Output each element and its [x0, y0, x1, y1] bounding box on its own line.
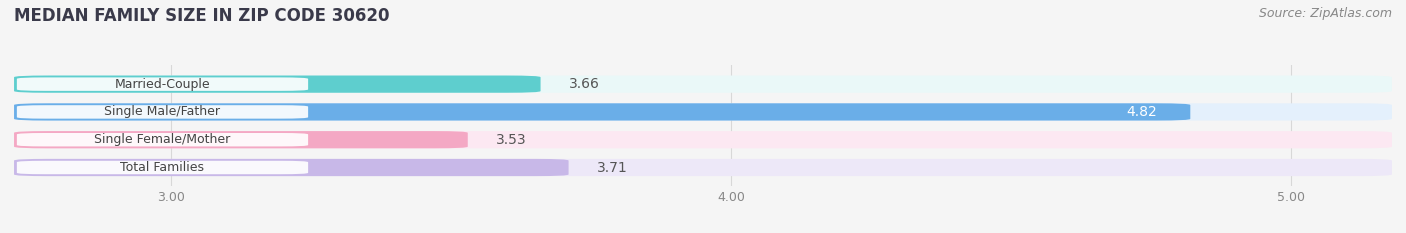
Text: 3.53: 3.53	[496, 133, 526, 147]
Text: MEDIAN FAMILY SIZE IN ZIP CODE 30620: MEDIAN FAMILY SIZE IN ZIP CODE 30620	[14, 7, 389, 25]
Text: Single Male/Father: Single Male/Father	[104, 105, 221, 118]
Text: Total Families: Total Families	[121, 161, 204, 174]
FancyBboxPatch shape	[17, 133, 308, 146]
Text: 3.66: 3.66	[568, 77, 599, 91]
Text: Single Female/Mother: Single Female/Mother	[94, 133, 231, 146]
Text: Source: ZipAtlas.com: Source: ZipAtlas.com	[1258, 7, 1392, 20]
FancyBboxPatch shape	[17, 77, 308, 91]
FancyBboxPatch shape	[17, 105, 308, 119]
FancyBboxPatch shape	[14, 75, 1392, 93]
FancyBboxPatch shape	[14, 103, 1191, 120]
FancyBboxPatch shape	[14, 131, 1392, 148]
FancyBboxPatch shape	[14, 131, 468, 148]
Text: 4.82: 4.82	[1126, 105, 1157, 119]
Text: Married-Couple: Married-Couple	[115, 78, 211, 91]
FancyBboxPatch shape	[14, 75, 540, 93]
FancyBboxPatch shape	[17, 161, 308, 174]
Text: 3.71: 3.71	[596, 161, 627, 175]
FancyBboxPatch shape	[14, 103, 1392, 120]
FancyBboxPatch shape	[14, 159, 568, 176]
FancyBboxPatch shape	[14, 159, 1392, 176]
